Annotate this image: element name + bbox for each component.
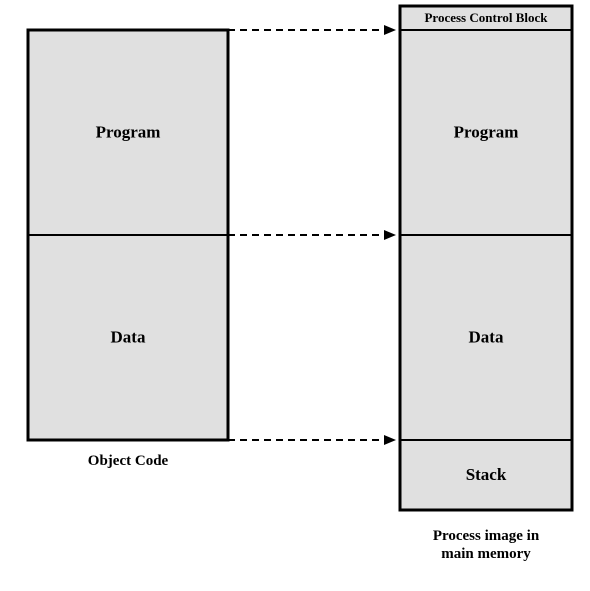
- right-caption-1: Process image in: [433, 528, 540, 544]
- left-data-label: Data: [111, 327, 146, 346]
- right-program-label: Program: [454, 122, 519, 141]
- process-image-diagram: Program Data Process Control Block Program D…: [0, 0, 590, 591]
- right-data-label: Data: [469, 327, 504, 346]
- right-caption-2: main memory: [441, 546, 531, 562]
- right-stack-label: Stack: [466, 465, 507, 484]
- left-program-label: Program: [96, 122, 161, 141]
- left-caption: Object Code: [88, 453, 169, 469]
- right-pcb-label: Process Control Block: [424, 10, 548, 25]
